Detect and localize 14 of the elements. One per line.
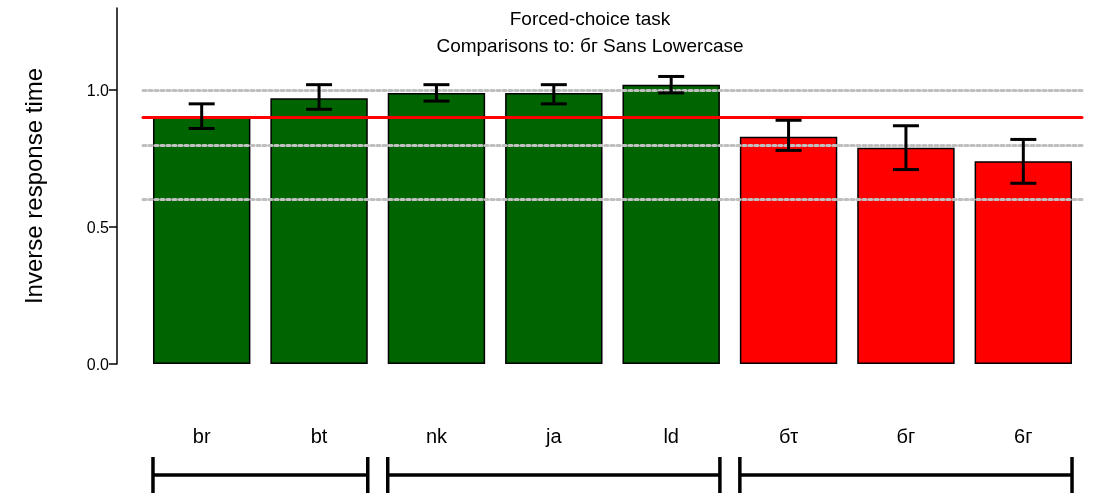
y-tick-label: 0.0 xyxy=(86,355,110,373)
x-tick-label: бг xyxy=(896,425,916,447)
x-tick-label: br xyxy=(192,425,211,447)
chart-title: Forced-choice task xyxy=(509,8,671,29)
text: Comparisons to: бг Sans Lowercase xyxy=(436,35,744,56)
x-tick-label: бτ xyxy=(778,425,799,447)
y-axis-title: Inverse response time xyxy=(19,67,47,305)
x-tick-label: ld xyxy=(663,425,679,447)
x-tick-label: ja xyxy=(545,425,563,447)
y-tick-label: 1.0 xyxy=(86,81,110,99)
y-tick-label: 0.5 xyxy=(86,218,110,236)
x-tick-label: bt xyxy=(310,425,328,447)
x-tick-label: 6г xyxy=(1014,425,1033,447)
x-tick-label: nk xyxy=(425,425,448,447)
